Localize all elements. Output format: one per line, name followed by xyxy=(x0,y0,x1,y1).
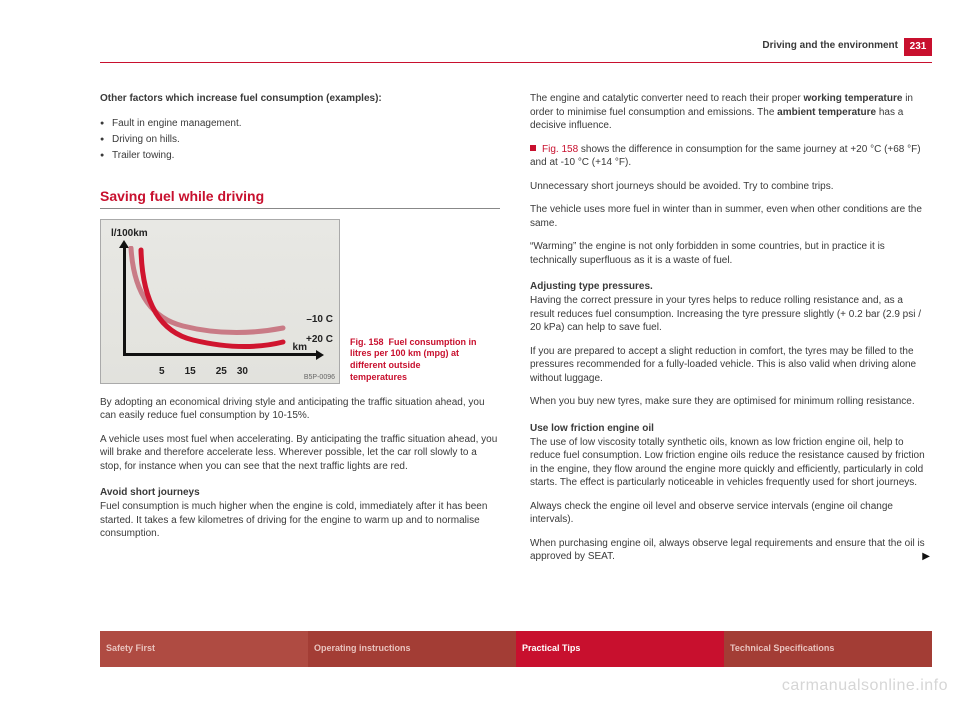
body-text: Unnecessary short journeys should be avo… xyxy=(530,180,930,194)
body-text: Always check the engine oil level and ob… xyxy=(530,500,930,527)
figure-caption: Fig. 158 Fuel consumption in litres per … xyxy=(350,337,480,384)
body-text: “Warming” the engine is not only forbidd… xyxy=(530,240,930,267)
list-item: Fault in engine management. xyxy=(100,116,500,132)
x-tick: 30 xyxy=(237,366,248,377)
text-bold: working temperature xyxy=(804,93,903,104)
figure-ref-code: B5P-0096 xyxy=(304,374,335,381)
sub-heading: Use low friction engine oil xyxy=(530,423,930,434)
body-text: When you buy new tyres, make sure they a… xyxy=(530,395,930,409)
figure-reference-link[interactable]: Fig. 158 xyxy=(542,144,578,155)
sub-heading: Adjusting type pressures. xyxy=(530,281,930,292)
left-column: Other factors which increase fuel consum… xyxy=(100,92,500,574)
figure-row: l/100km km –10 C +20 C 5 15 xyxy=(100,219,500,384)
section-rule xyxy=(100,208,500,209)
footer-tab-operating[interactable]: Operating instructions xyxy=(308,631,516,667)
body-text: A vehicle uses most fuel when accelerati… xyxy=(100,433,500,474)
header-rule xyxy=(100,62,932,63)
x-unit-label: km xyxy=(293,342,307,353)
list-item: Driving on hills. xyxy=(100,132,500,148)
body-text: Fuel consumption is much higher when the… xyxy=(100,500,500,541)
temp-label-plus20: +20 C xyxy=(306,334,333,345)
continue-arrow-icon: ▶ xyxy=(922,550,930,564)
page-number-badge: 231 xyxy=(904,38,932,56)
body-text: If you are prepared to accept a slight r… xyxy=(530,345,930,386)
text-run: shows the difference in consumption for … xyxy=(530,144,921,169)
body-text-with-ref: Fig. 158 shows the difference in consump… xyxy=(530,143,930,170)
footer-nav: Safety First Operating instructions Prac… xyxy=(100,631,932,667)
body-text: By adopting an economical driving style … xyxy=(100,396,500,423)
body-text: Having the correct pressure in your tyre… xyxy=(530,294,930,335)
body-text: The engine and catalytic converter need … xyxy=(530,92,930,133)
body-text: The use of low viscosity totally synthet… xyxy=(530,436,930,490)
sub-heading: Avoid short journeys xyxy=(100,487,500,498)
body-text: When purchasing engine oil, always obser… xyxy=(530,537,930,564)
text-run: When purchasing engine oil, always obser… xyxy=(530,538,925,563)
body-text: The vehicle uses more fuel in winter tha… xyxy=(530,203,930,230)
text-run: The engine and catalytic converter need … xyxy=(530,93,804,104)
figure-plot-area xyxy=(123,246,318,356)
x-tick: 25 xyxy=(216,366,227,377)
x-tick: 5 xyxy=(159,366,165,377)
list-item: Trailer towing. xyxy=(100,148,500,164)
figure-158: l/100km km –10 C +20 C 5 15 xyxy=(100,219,340,384)
temp-label-minus10: –10 C xyxy=(306,314,333,325)
watermark: carmanualsonline.info xyxy=(782,677,948,695)
footer-tab-technical[interactable]: Technical Specifications xyxy=(724,631,932,667)
figure-caption-label: Fig. 158 xyxy=(350,337,384,347)
intro-heading: Other factors which increase fuel consum… xyxy=(100,92,500,106)
x-tick-labels: 5 15 25 30 xyxy=(123,366,318,377)
curves-svg xyxy=(123,246,318,356)
bullet-list: Fault in engine management. Driving on h… xyxy=(100,116,500,164)
content: Other factors which increase fuel consum… xyxy=(100,92,932,574)
x-tick: 15 xyxy=(185,366,196,377)
section-heading: Saving fuel while driving xyxy=(100,188,500,204)
header-title: Driving and the environment xyxy=(762,40,898,51)
footer-tab-practical[interactable]: Practical Tips xyxy=(516,631,724,667)
right-column: The engine and catalytic converter need … xyxy=(530,92,930,574)
figure-y-label: l/100km xyxy=(111,228,148,239)
footer-tab-safety[interactable]: Safety First xyxy=(100,631,308,667)
stop-square-icon xyxy=(530,145,536,151)
text-bold: ambient temperature xyxy=(777,107,876,118)
